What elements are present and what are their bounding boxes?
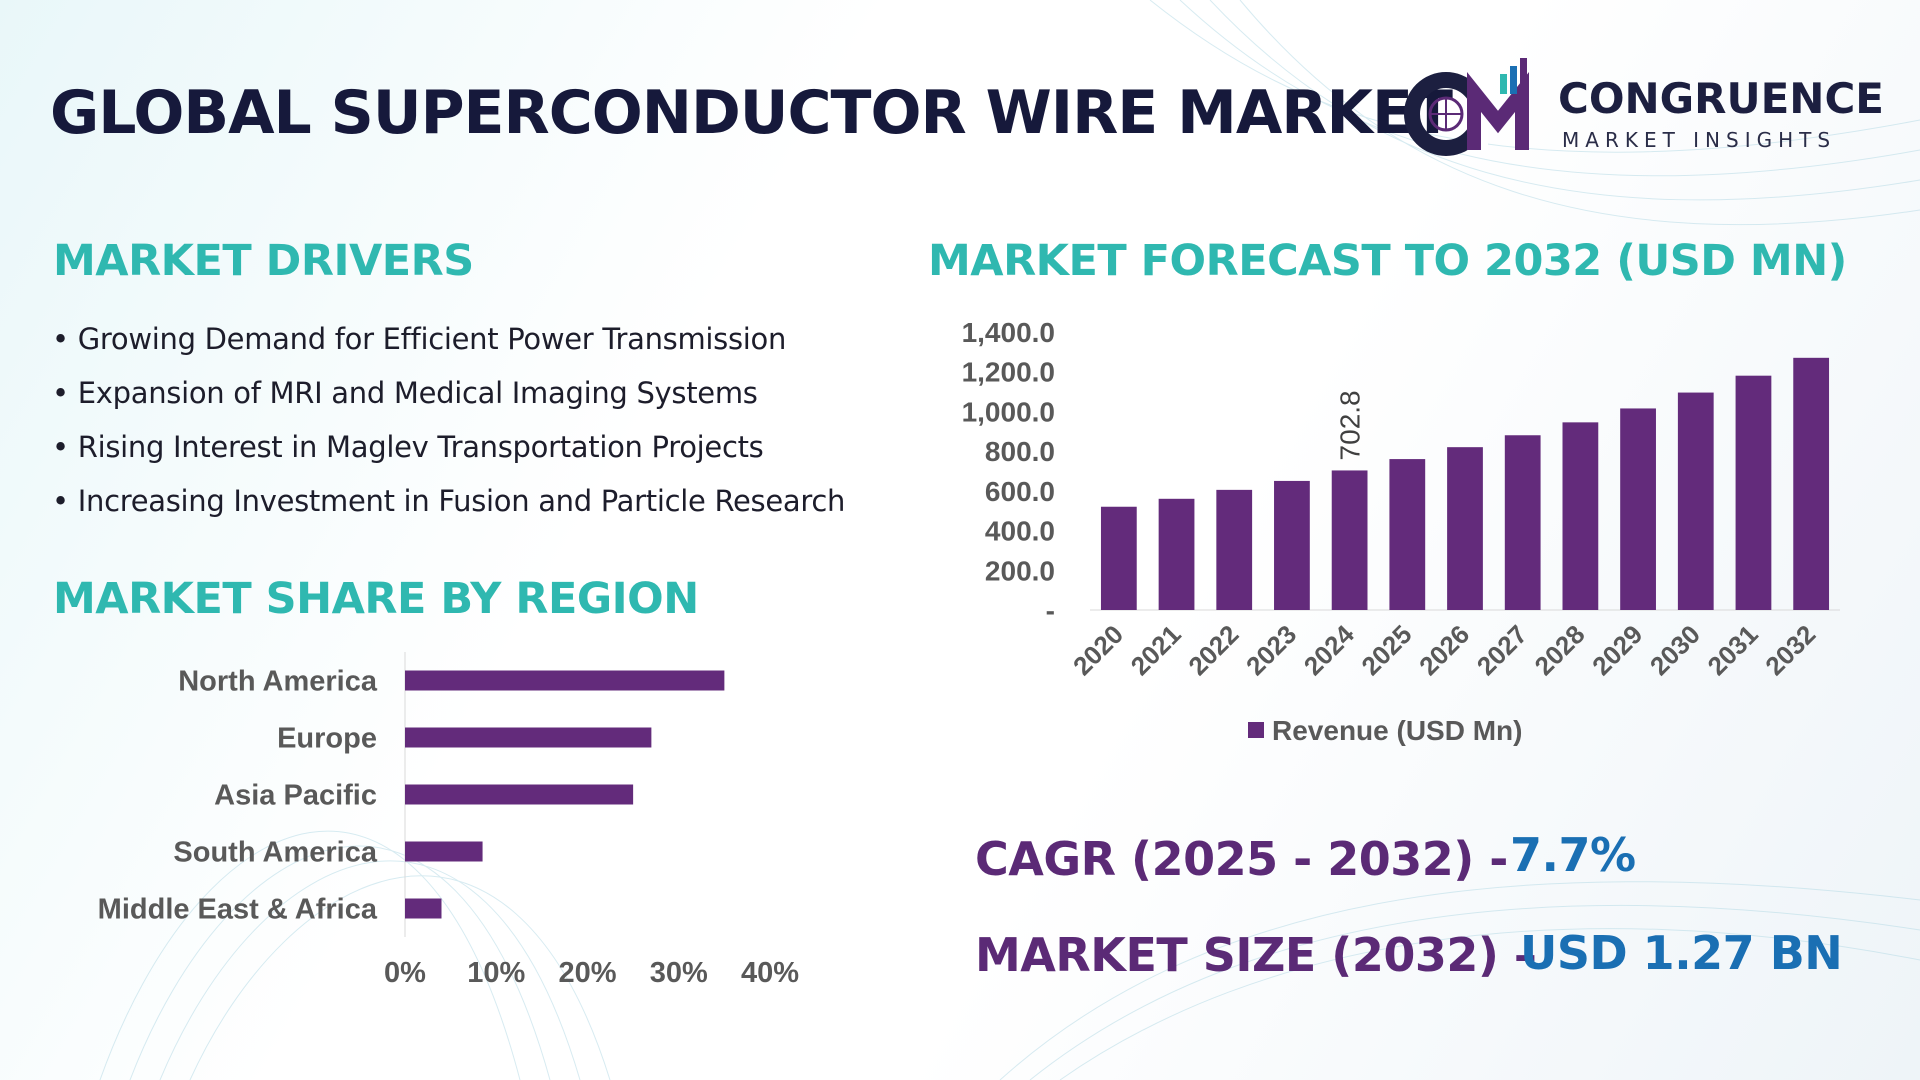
x-tick-label: 2025 xyxy=(1355,619,1417,681)
x-tick-label: 20% xyxy=(558,957,616,989)
y-tick-label: 1,000.0 xyxy=(962,396,1055,427)
x-tick-label: 30% xyxy=(650,957,708,989)
x-tick-label: 40% xyxy=(741,957,799,989)
driver-item: • Increasing Investment in Fusion and Pa… xyxy=(52,484,846,518)
y-tick-label: 1,400.0 xyxy=(962,317,1055,348)
y-tick-label: 200.0 xyxy=(985,555,1055,586)
region-bar xyxy=(405,784,634,805)
logo-tagline: MARKET INSIGHTS xyxy=(1562,128,1837,152)
logo-name: CONGRUENCE xyxy=(1558,74,1884,123)
driver-text: Increasing Investment in Fusion and Part… xyxy=(77,484,846,518)
y-tick-label: 1,200.0 xyxy=(962,357,1055,388)
x-tick-label: 10% xyxy=(467,957,525,989)
forecast-bar xyxy=(1562,422,1599,610)
driver-item: • Rising Interest in Maglev Transportati… xyxy=(52,430,764,464)
driver-item: • Growing Demand for Efficient Power Tra… xyxy=(52,322,787,356)
forecast-bar xyxy=(1331,470,1368,610)
x-tick-label: 2026 xyxy=(1413,619,1475,681)
x-tick-label: 2028 xyxy=(1529,619,1591,681)
region-label: Europe xyxy=(277,723,377,755)
driver-item: • Expansion of MRI and Medical Imaging S… xyxy=(52,376,758,410)
x-tick-label: 0% xyxy=(384,957,426,989)
x-tick-label: 2029 xyxy=(1586,619,1648,681)
forecast-bar xyxy=(1793,357,1830,610)
forecast-bar xyxy=(1274,480,1310,610)
x-tick-label: 2023 xyxy=(1240,619,1302,681)
legend-label: Revenue (USD Mn) xyxy=(1272,715,1522,746)
forecast-bar xyxy=(1158,498,1195,610)
forecast-bar xyxy=(1677,392,1714,610)
forecast-bar xyxy=(1735,375,1772,610)
driver-text: Rising Interest in Maglev Transportation… xyxy=(77,430,764,464)
region-heading: MARKET SHARE BY REGION xyxy=(53,574,699,624)
y-tick-label: 400.0 xyxy=(985,516,1055,547)
y-tick-label: - xyxy=(1046,595,1055,626)
page-title: GLOBAL SUPERCONDUCTOR WIRE MARKET xyxy=(50,78,1453,148)
region-label: North America xyxy=(178,666,378,698)
x-tick-label: 2032 xyxy=(1759,619,1821,681)
drivers-list: • Growing Demand for Efficient Power Tra… xyxy=(52,322,845,538)
region-label: Middle East & Africa xyxy=(98,894,378,926)
region-bar xyxy=(405,841,483,862)
driver-text: Expansion of MRI and Medical Imaging Sys… xyxy=(77,376,758,410)
x-tick-label: 2030 xyxy=(1644,619,1706,681)
x-tick-label: 2027 xyxy=(1471,619,1533,681)
data-label: 702.8 xyxy=(1335,390,1366,460)
cagr-value: 7.7% xyxy=(1510,828,1636,882)
region-label: Asia Pacific xyxy=(214,780,377,812)
cagr-label: CAGR (2025 - 2032) - xyxy=(975,832,1508,886)
forecast-bar xyxy=(1216,489,1253,610)
region-bar xyxy=(405,670,725,691)
x-tick-label: 2022 xyxy=(1182,619,1244,681)
x-tick-label: 2024 xyxy=(1298,619,1360,681)
logo-icon xyxy=(1404,58,1529,156)
region-bar xyxy=(405,898,442,919)
forecast-bar xyxy=(1620,408,1656,610)
region-bar-chart: North America Europe Asia Pacific South Ame… xyxy=(98,652,799,989)
driver-text: Growing Demand for Efficient Power Trans… xyxy=(77,322,787,356)
forecast-bar-chart: - 200.0 400.0 600.0 800.0 1,000.0 1,200.0 1,400… xyxy=(962,317,1840,746)
x-tick-label: 2020 xyxy=(1067,619,1129,681)
y-tick-label: 800.0 xyxy=(985,436,1055,467)
y-tick-label: 600.0 xyxy=(985,476,1055,507)
market-size-label: MARKET SIZE (2032) – xyxy=(975,928,1537,982)
forecast-bar xyxy=(1447,447,1483,610)
drivers-heading: MARKET DRIVERS xyxy=(53,236,474,286)
market-size-value: USD 1.27 BN xyxy=(1520,926,1843,980)
forecast-bar xyxy=(1504,435,1541,610)
region-bar xyxy=(405,727,652,748)
logo: CONGRUENCE MARKET INSIGHTS xyxy=(1400,52,1884,162)
x-tick-label: 2031 xyxy=(1702,619,1764,681)
x-tick-label: 2021 xyxy=(1125,619,1187,681)
region-label: South America xyxy=(173,837,377,869)
legend-swatch xyxy=(1248,722,1264,738)
forecast-bar xyxy=(1389,459,1426,610)
forecast-heading: MARKET FORECAST TO 2032 (USD MN) xyxy=(928,236,1847,286)
forecast-bar xyxy=(1100,506,1137,610)
